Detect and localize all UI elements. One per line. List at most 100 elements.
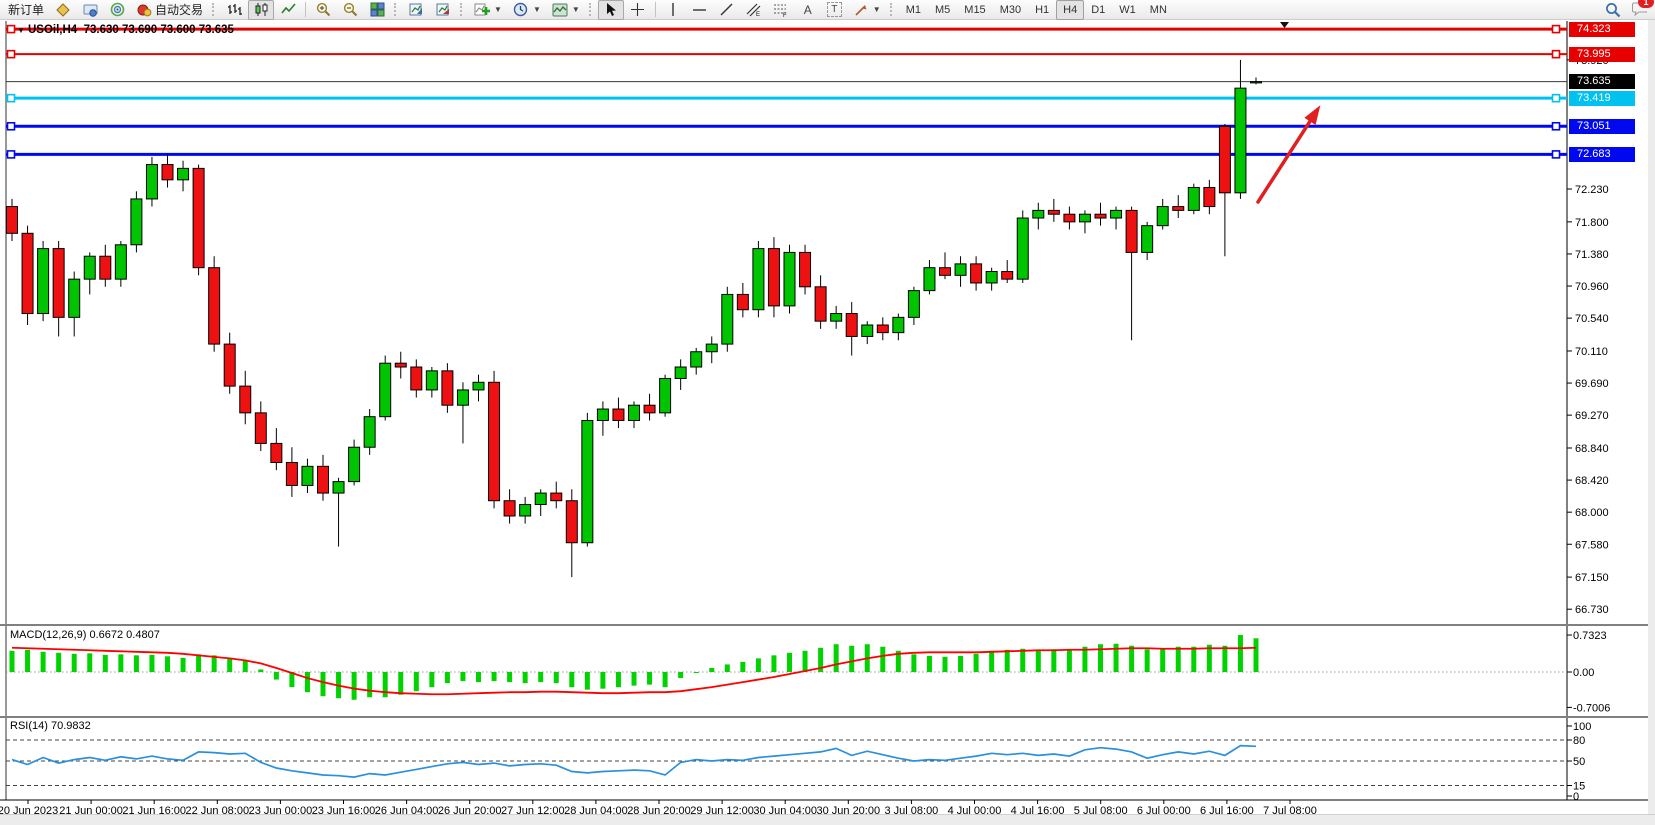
dropdown-caret-icon: ▼ <box>494 5 502 14</box>
candle <box>674 366 687 379</box>
candle <box>876 324 889 334</box>
text-tool[interactable]: A <box>795 0 821 20</box>
timeframe-button-MN[interactable]: MN <box>1149 3 1167 16</box>
svg-text:E: E <box>756 12 760 17</box>
candle <box>1141 225 1154 253</box>
candle <box>705 343 718 353</box>
zoom-in-button[interactable] <box>310 0 336 20</box>
macd-histogram-bar <box>1222 645 1228 672</box>
candle <box>565 500 578 544</box>
line-handle[interactable] <box>1551 121 1561 131</box>
line-handle[interactable] <box>6 150 16 159</box>
arrows-icon <box>853 2 869 18</box>
line-handle[interactable] <box>6 49 16 59</box>
notification-badge: 1 <box>1638 0 1654 8</box>
vertical-line-icon <box>665 2 681 18</box>
macd-histogram-bar <box>413 672 419 692</box>
crosshair-tool-button[interactable] <box>625 0 651 20</box>
candle <box>1001 271 1014 280</box>
chart-profile-button[interactable] <box>50 0 76 20</box>
macd-histogram-bar <box>615 672 621 688</box>
candle <box>939 267 951 276</box>
new-order-button[interactable]: 新订单 <box>3 0 49 20</box>
line-handle[interactable] <box>6 121 16 131</box>
price-tick-label: 68.420 <box>1575 475 1609 487</box>
cascade-charts-button[interactable] <box>430 0 456 20</box>
macd-histogram-bar <box>1051 649 1057 672</box>
fibonacci-tool[interactable]: F <box>768 0 794 20</box>
timeframe-button-M30[interactable]: M30 <box>999 3 1022 16</box>
chat-button[interactable]: 1 <box>1631 0 1654 19</box>
chart-dropdown-marker[interactable]: ▼ <box>17 26 25 35</box>
chart-profile-icon <box>55 2 71 18</box>
macd-histogram-bar <box>1206 644 1212 672</box>
candle <box>379 362 392 418</box>
macd-histogram-bar <box>87 653 93 672</box>
timeframe-group: M1 M5 M15 M30 H1 H4 D1 W1 MN <box>899 0 1174 20</box>
timeframe-button-H4[interactable]: H4 <box>1056 0 1085 20</box>
zoom-out-button[interactable] <box>337 0 363 20</box>
search-icon[interactable] <box>1605 2 1621 18</box>
rsi-line <box>11 744 1257 778</box>
macd-histogram-bar <box>429 672 435 688</box>
macd-histogram-bar <box>958 655 964 672</box>
macd-histogram-bar <box>989 650 995 672</box>
arrows-tool[interactable]: ▼ <box>848 0 886 20</box>
candle <box>628 404 640 421</box>
price-tick-label: 72.230 <box>1575 184 1609 196</box>
periods-button[interactable]: ▼ <box>508 0 546 20</box>
timeframe-button-M15[interactable]: M15 <box>964 3 986 16</box>
equidistant-channel-tool[interactable]: E <box>741 0 767 20</box>
templates-button[interactable]: ▼ <box>547 0 585 20</box>
timeframe-button-D1[interactable]: D1 <box>1091 3 1106 16</box>
vertical-line-tool[interactable] <box>660 0 686 20</box>
text-icon: A <box>803 2 812 17</box>
candle <box>659 377 672 414</box>
line-handle[interactable] <box>1551 49 1561 59</box>
macd-histogram-bar <box>1253 638 1259 672</box>
macd-histogram-bar <box>196 654 202 672</box>
price-line-label: 73.051 <box>1569 118 1635 134</box>
line-handle[interactable] <box>1551 93 1561 103</box>
timeframe-button-M1[interactable]: M1 <box>905 3 921 16</box>
candle <box>441 370 454 406</box>
macd-histogram-bar <box>647 672 653 685</box>
bar-chart-button[interactable] <box>221 0 247 20</box>
macd-histogram-bar <box>382 672 388 698</box>
line-handle[interactable] <box>1551 150 1561 159</box>
line-chart-button[interactable] <box>275 0 301 20</box>
zoom-in-icon <box>315 2 331 18</box>
timeframe-button-W1[interactable]: W1 <box>1119 3 1136 16</box>
text-label-tool[interactable]: T <box>822 0 847 20</box>
dropdown-caret-icon: ▼ <box>532 5 541 14</box>
macd-histogram-bar <box>709 667 715 672</box>
timeframe-button-M5[interactable]: M5 <box>935 3 951 16</box>
arrange-charts-button[interactable] <box>403 0 429 20</box>
line-handle[interactable] <box>6 93 16 103</box>
macd-histogram-bar <box>1035 649 1041 672</box>
candlestick-chart-button[interactable] <box>248 0 275 20</box>
candle <box>783 251 796 307</box>
timeframe-button-H1[interactable]: H1 <box>1035 3 1050 16</box>
rsi-tick-label: 100 <box>1573 721 1591 733</box>
line-handle[interactable] <box>1551 24 1561 34</box>
candle <box>177 167 190 181</box>
horizontal-line-tool[interactable] <box>687 0 713 20</box>
indicators-add-button[interactable]: ▼ <box>469 0 507 20</box>
market-watch-button[interactable] <box>77 0 103 20</box>
signal-button[interactable] <box>104 0 130 20</box>
macd-histogram-bar <box>1113 643 1119 672</box>
cursor-tool-button[interactable] <box>597 0 624 20</box>
line-handle[interactable] <box>6 24 16 34</box>
tile-windows-button[interactable] <box>364 0 390 20</box>
trend-arrow-head[interactable] <box>1304 105 1321 125</box>
candle <box>892 316 905 334</box>
auto-trading-button[interactable]: 自动交易 <box>131 0 208 20</box>
trend-arrow-annotation[interactable] <box>1256 110 1318 204</box>
candle <box>1032 209 1045 219</box>
chart-shift-marker[interactable] <box>1280 22 1289 28</box>
trendline-tool[interactable] <box>714 0 740 20</box>
candle <box>767 248 780 307</box>
candle <box>581 419 594 544</box>
